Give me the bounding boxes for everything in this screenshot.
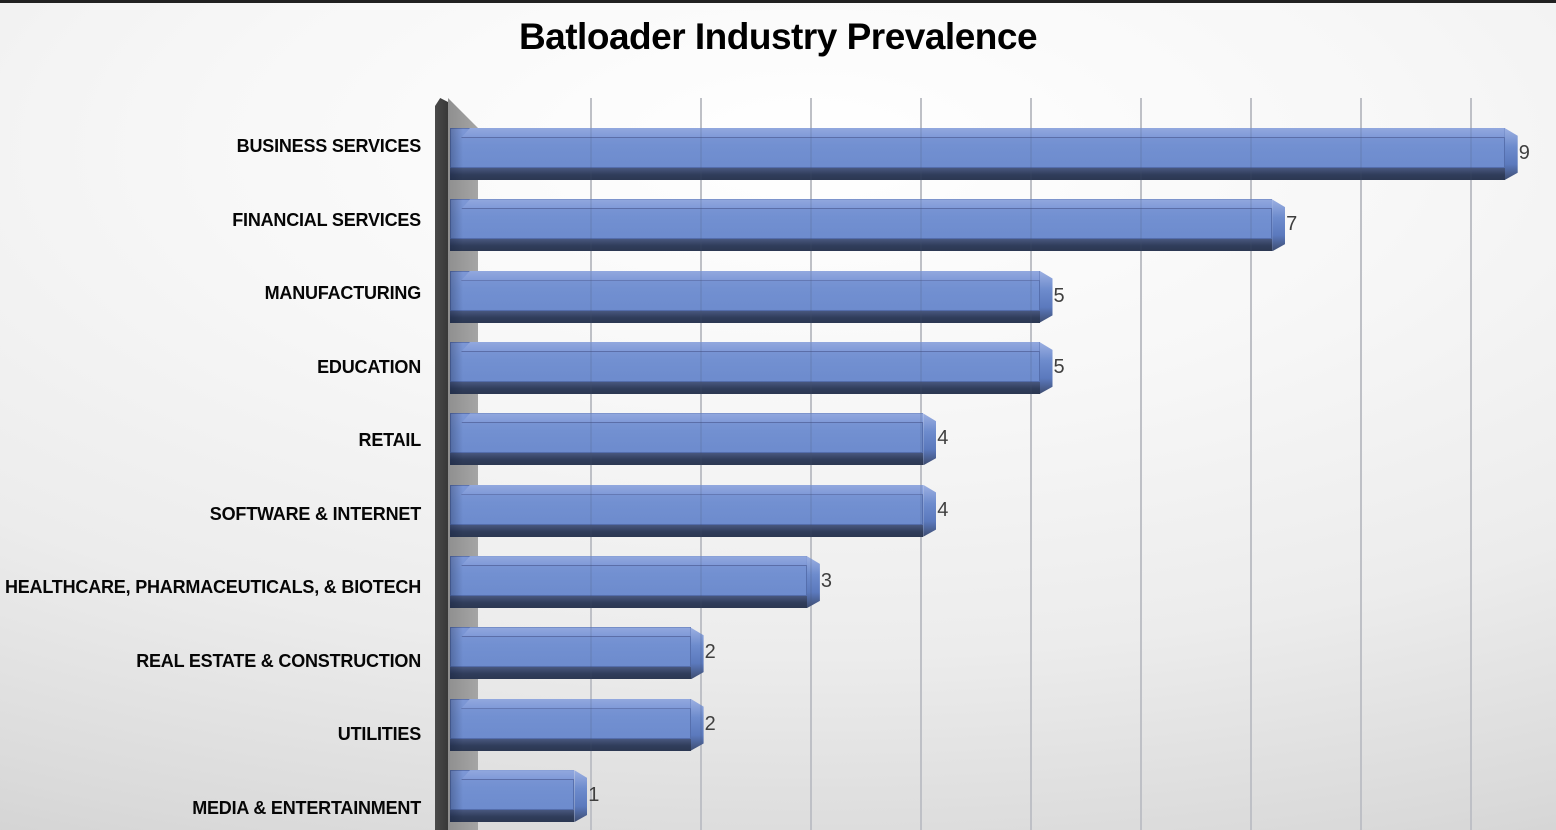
value-label: 7 — [1286, 213, 1298, 236]
gridline — [590, 98, 592, 830]
bar-bevel-top — [461, 484, 924, 495]
gridline — [1250, 98, 1252, 830]
bar-end-cap — [690, 627, 704, 680]
value-label: 5 — [1053, 356, 1065, 379]
value-label: 9 — [1518, 142, 1530, 164]
bar — [450, 128, 1518, 180]
category-label: HEALTHCARE, PHARMACEUTICALS, & BIOTECH — [4, 577, 421, 598]
bar-left-shade — [450, 556, 463, 609]
bar — [450, 270, 1053, 323]
gridline — [1360, 98, 1362, 830]
bar-end-cap — [574, 770, 588, 823]
value-label: 2 — [704, 712, 716, 735]
bar-bevel-top — [461, 556, 807, 567]
bar-bevel-top — [461, 770, 575, 781]
gridline — [1030, 98, 1032, 830]
value-label: 3 — [820, 570, 833, 593]
category-label: MANUFACTURING — [264, 283, 422, 304]
bar-bottom-shadow — [450, 168, 1505, 180]
bar-left-shade — [450, 484, 463, 537]
bar-left-shade — [450, 342, 463, 395]
bar-left-shade — [450, 770, 463, 823]
bar-bottom-shadow — [450, 310, 1040, 323]
category-label: RETAIL — [358, 430, 422, 451]
value-label: 2 — [704, 641, 716, 664]
bar — [450, 770, 588, 823]
bar-bevel-top — [461, 342, 1040, 353]
bar-end-cap — [1272, 199, 1286, 252]
category-label: FINANCIAL SERVICES — [232, 209, 421, 230]
gridline — [1470, 98, 1472, 830]
bar-bevel-top — [461, 413, 924, 424]
gridline — [700, 98, 702, 830]
bar-end-cap — [806, 556, 820, 609]
bar — [450, 484, 937, 537]
gridline — [1030, 98, 1032, 830]
bar — [450, 698, 704, 751]
axis-wall — [435, 98, 448, 830]
bar-bevel-top — [461, 698, 691, 709]
bar-bottom-shadow — [450, 382, 1040, 395]
category-label: BUSINESS SERVICES — [236, 136, 422, 156]
bar-left-shade — [450, 199, 463, 252]
value-label: 4 — [937, 498, 949, 521]
gridline — [1250, 98, 1252, 830]
category-label: SOFTWARE & INTERNET — [209, 503, 421, 524]
bar-end-cap — [1039, 342, 1053, 395]
category-label: REAL ESTATE & CONSTRUCTION — [136, 650, 421, 671]
bar-left-shade — [450, 128, 463, 180]
bar-bottom-shadow — [450, 524, 924, 537]
gridline — [1470, 98, 1472, 830]
bar-left-shade — [450, 270, 463, 323]
gridline — [1140, 98, 1142, 830]
bar-end-cap — [923, 413, 937, 466]
bar-bottom-shadow — [450, 239, 1273, 252]
gridline — [810, 98, 812, 830]
bar — [450, 556, 820, 609]
bar-bottom-shadow — [450, 810, 575, 823]
bar-end-cap — [690, 698, 704, 751]
bar-bottom-shadow — [450, 738, 691, 751]
bar — [450, 627, 704, 680]
value-label: 4 — [937, 427, 949, 450]
bar-end-cap — [1504, 128, 1518, 180]
bar-bevel-top — [461, 270, 1040, 281]
bar-bevel-top — [461, 627, 691, 638]
bar-bottom-shadow — [450, 667, 691, 680]
bar-bottom-shadow — [450, 453, 924, 466]
value-label: 5 — [1053, 284, 1065, 307]
bar-bottom-shadow — [450, 596, 807, 609]
bar — [450, 199, 1286, 252]
category-label: MEDIA & ENTERTAINMENT — [192, 798, 421, 819]
value-label: 1 — [588, 784, 600, 807]
bar — [450, 342, 1053, 395]
bar-left-shade — [450, 627, 463, 680]
gridline — [1140, 98, 1142, 830]
category-label: EDUCATION — [317, 356, 421, 377]
bar-bevel-top — [461, 128, 1505, 138]
bar-bevel-top — [461, 199, 1273, 210]
bar — [450, 413, 937, 466]
bar-end-cap — [923, 484, 937, 537]
bar-left-shade — [450, 698, 463, 751]
category-label: UTILITIES — [337, 724, 421, 745]
top-border-strip — [0, 0, 1556, 3]
bar-end-cap — [1039, 270, 1053, 323]
gridline — [920, 98, 922, 830]
bar-left-shade — [450, 413, 463, 466]
gridline — [1360, 98, 1362, 830]
chart-title: Batloader Industry Prevalence — [518, 16, 1038, 57]
